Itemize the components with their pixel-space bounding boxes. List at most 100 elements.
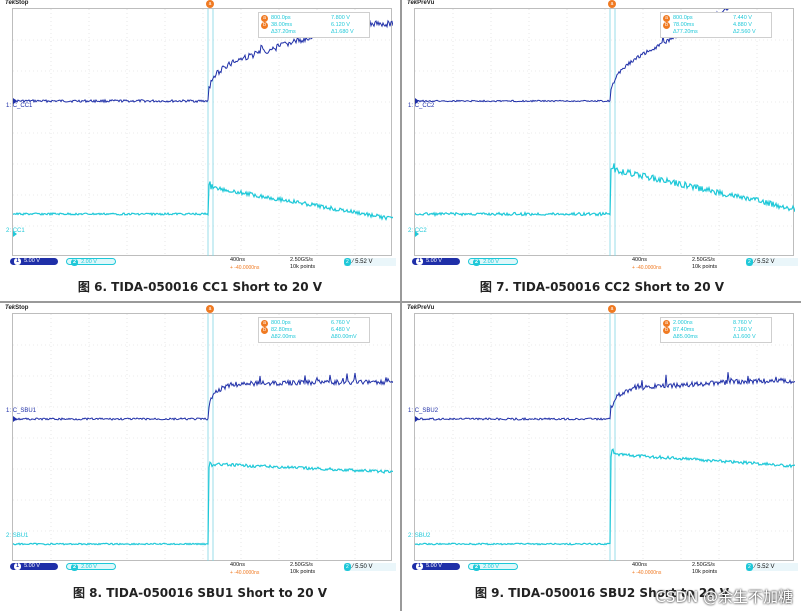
sample-rate-readout: 2.50GS/s 10k points	[692, 562, 718, 575]
cursor-a-time: 2.000ns	[673, 320, 693, 326]
cursor-a-volt: 7.800 V	[331, 15, 350, 21]
graticule	[414, 313, 795, 562]
graticule	[12, 8, 393, 257]
trigger-readout[interactable]: 2 ⁄ 5.52 V	[344, 258, 396, 266]
cursor-readout: a 800.0ps 6.760 V b 82.80ms 6.480 V Δ82.00ms…	[258, 317, 370, 343]
graticule-lines	[415, 314, 795, 562]
ch1-scale-button[interactable]: 1 5.00 V	[412, 563, 460, 570]
horizontal-position: + -40.0000ns	[230, 265, 260, 271]
horizontal-position: + -40.0000ns	[632, 265, 662, 271]
graticule-lines	[13, 314, 393, 562]
ch2-label: 2: SBU1	[6, 533, 29, 539]
brand-label: Tek	[407, 305, 418, 311]
ch2-scale-button[interactable]: 2 2.00 V	[66, 563, 116, 571]
cursor-a-time: 800.0ps	[271, 15, 291, 21]
ch1-trace	[13, 372, 393, 421]
scope-screen: TekStop a a 800.0ps 6.760 V b 82.80ms 6.480 …	[2, 305, 398, 562]
cursor-b-time: 38.00ms	[271, 22, 293, 28]
scope-settings-bar: 1 5.00 V 2 2.00 V 400ns + -40.0000ns 2.50G…	[404, 561, 800, 577]
cursor-a-icon: a	[261, 15, 268, 22]
ch1-scale-button[interactable]: 1 5.00 V	[10, 258, 58, 265]
brand-label: Tek	[5, 0, 16, 6]
ch1-trace	[415, 9, 731, 103]
ch1-ground-marker-icon[interactable]	[415, 98, 419, 104]
ch1-ground-marker-icon[interactable]	[415, 416, 419, 422]
trigger-readout[interactable]: 2 ⁄ 5.52 V	[746, 258, 798, 266]
graticule-lines	[13, 9, 393, 257]
cursor-a-time: 800.0ps	[673, 15, 693, 21]
graticule-lines	[415, 9, 795, 257]
ch2-trace	[13, 460, 393, 546]
ch2-scale-button[interactable]: 2 2.00 V	[66, 258, 116, 266]
trigger-position-marker: a	[206, 0, 214, 8]
panel-divider-horizontal	[0, 301, 801, 303]
ch1-trace	[415, 372, 795, 421]
ch2-label: 2: SBU2	[408, 533, 431, 539]
cursor-a-icon: a	[663, 15, 670, 22]
status-bar: TekStop	[2, 305, 398, 312]
ch1-label: 1: C_CC1	[6, 103, 33, 109]
ch1-scale-button[interactable]: 1 5.00 V	[412, 258, 460, 265]
sample-rate-readout: 2.50GS/s 10k points	[692, 257, 718, 270]
figure-caption: 图 8. TIDA-050016 SBU1 Short to 20 V	[72, 586, 328, 600]
scope-panel-cc2: TekPreVu a a 800.0ps 7.440 V b 78.00ms 4.880…	[404, 0, 800, 272]
status-bar: TekPreVu	[404, 0, 800, 7]
scope-screen: TekStop a a 800.0ps 7.800 V b 38.00ms 6.120 …	[2, 0, 398, 257]
cursor-b-volt: 6.480 V	[331, 327, 350, 333]
cursor-readout: a 800.0ps 7.800 V b 38.00ms 6.120 V Δ37.20ms…	[258, 12, 370, 38]
scope-settings-bar: 1 5.00 V 2 2.00 V 400ns + -40.0000ns 2.50G…	[404, 256, 800, 272]
timebase-readout: 400ns	[632, 562, 647, 568]
cursor-b-volt: 4.880 V	[733, 22, 752, 28]
brand-label: Tek	[407, 0, 418, 6]
ch2-trace	[415, 448, 795, 546]
cursor-b-time: 82.80ms	[271, 327, 293, 333]
watermark: CSDN @余生不加糖	[655, 588, 793, 606]
graticule	[414, 8, 795, 257]
cursor-delta-time: Δ82.00ms	[271, 334, 296, 340]
timebase-readout: 400ns	[632, 257, 647, 263]
cursor-a-time: 800.0ps	[271, 320, 291, 326]
ch2-ground-marker-icon[interactable]	[415, 231, 419, 237]
cursor-delta-volt: Δ80.00mV	[331, 334, 357, 340]
ch2-trace	[13, 181, 393, 221]
cursor-b-icon: b	[261, 327, 268, 334]
status-bar: TekStop	[2, 0, 398, 7]
ch2-trace	[415, 163, 795, 218]
cursor-b-time: 87.40ms	[673, 327, 695, 333]
ch1-scale-button[interactable]: 1 5.00 V	[10, 563, 58, 570]
waveform-plot	[13, 314, 393, 562]
ch1-ground-marker-icon[interactable]	[13, 416, 17, 422]
status-bar: TekPreVu	[404, 305, 800, 312]
ch1-ground-marker-icon[interactable]	[13, 98, 17, 104]
cursor-delta-time: Δ37.20ms	[271, 29, 296, 35]
ch2-scale-button[interactable]: 2 2.00 V	[468, 563, 518, 571]
timebase-readout: 400ns	[230, 562, 245, 568]
acq-status: Stop	[15, 305, 29, 311]
cursor-b-time: 78.00ms	[673, 22, 695, 28]
trigger-readout[interactable]: 2 ⁄ 5.50 V	[344, 563, 396, 571]
trigger-position-marker: a	[608, 305, 616, 313]
graticule	[12, 313, 393, 562]
ch2-ground-marker-icon[interactable]	[13, 231, 17, 237]
horizontal-position: + -40.0000ns	[632, 570, 662, 576]
trigger-readout[interactable]: 2 ⁄ 5.52 V	[746, 563, 798, 571]
scope-screen: TekPreVu a a 2.000ns 8.760 V b 87.40ms 7.160…	[404, 305, 800, 562]
cursor-b-volt: 6.120 V	[331, 22, 350, 28]
panel-divider-vertical	[400, 0, 402, 611]
cursor-delta-volt: Δ1.680 V	[331, 29, 354, 35]
acq-status: PreVu	[417, 0, 435, 6]
waveform-plot	[415, 9, 795, 257]
figure-caption: 图 6. TIDA-050016 CC1 Short to 20 V	[77, 280, 323, 294]
ch2-scale-button[interactable]: 2 2.00 V	[468, 258, 518, 266]
figure-caption: 图 9. TIDA-050016 SBU2 Short to 20 V	[474, 586, 730, 600]
brand-label: Tek	[5, 305, 16, 311]
trigger-position-marker: a	[206, 305, 214, 313]
sample-rate-readout: 2.50GS/s 10k points	[290, 257, 316, 270]
scope-panel-cc1: TekStop a a 800.0ps 7.800 V b 38.00ms 6.120 …	[2, 0, 398, 272]
cursor-delta-time: Δ77.20ms	[673, 29, 698, 35]
cursor-readout: a 2.000ns 8.760 V b 87.40ms 7.160 V Δ85.00ms…	[660, 317, 772, 343]
acq-status: Stop	[15, 0, 29, 6]
horizontal-position: + -40.0000ns	[230, 570, 260, 576]
scope-panel-sbu2: TekPreVu a a 2.000ns 8.760 V b 87.40ms 7.160…	[404, 305, 800, 577]
cursor-a-volt: 8.760 V	[733, 320, 752, 326]
